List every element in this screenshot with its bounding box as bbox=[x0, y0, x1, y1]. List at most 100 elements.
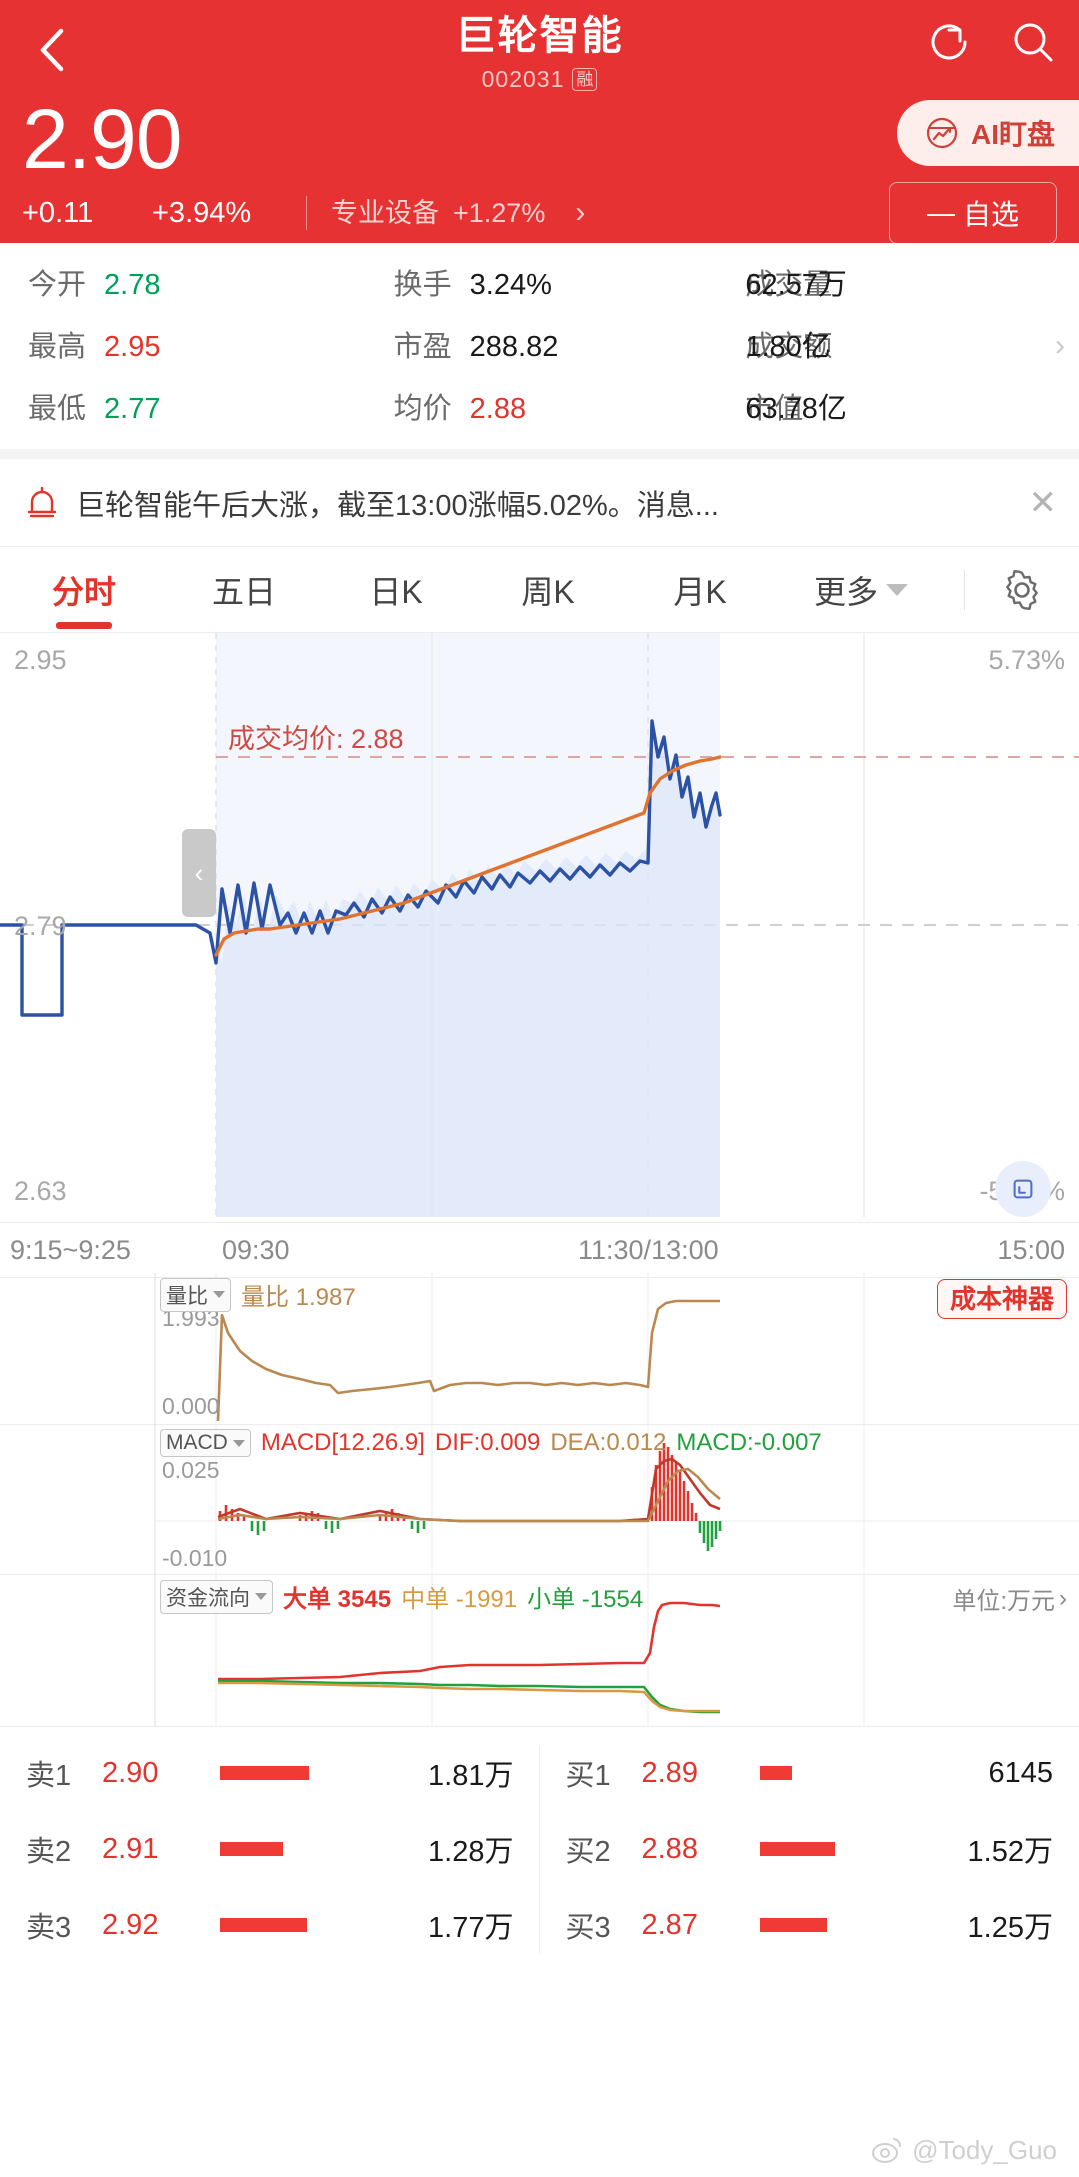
table-row[interactable]: 卖1 2.90 1.81万 bbox=[0, 1735, 540, 1811]
sector-chevron-right-icon[interactable]: › bbox=[575, 196, 586, 229]
chart-drag-handle[interactable]: ‹ bbox=[182, 829, 216, 917]
back-button[interactable] bbox=[22, 20, 82, 80]
volume-ratio-header[interactable]: 量比 量比 1.987 bbox=[160, 1277, 356, 1312]
volume-ratio-value: 量比 1.987 bbox=[241, 1284, 356, 1311]
table-row[interactable]: 卖3 2.92 1.77万 bbox=[0, 1887, 540, 1963]
cost-tool-badge[interactable]: 成本神器 bbox=[936, 1279, 1067, 1319]
news-text: 巨轮智能午后大涨，截至13:00涨幅5.02%。消息... bbox=[76, 489, 719, 522]
change-percent: +3.94% bbox=[152, 197, 252, 229]
gear-icon[interactable] bbox=[999, 567, 1045, 613]
stat-value: 62.57万 bbox=[745, 269, 847, 301]
ask-price: 2.91 bbox=[102, 1832, 159, 1865]
fund-flow-medium: 中单 -1991 bbox=[401, 1586, 518, 1613]
minus-icon: — bbox=[926, 197, 955, 228]
stat-value: 2.77 bbox=[104, 393, 161, 425]
tabs-divider bbox=[964, 569, 965, 610]
order-book: 卖1 2.90 1.81万 卖2 2.91 1.28万 卖3 2.92 1.77… bbox=[0, 1727, 1079, 1963]
macd-dea: DEA:0.012 bbox=[550, 1429, 667, 1456]
indicator-selector[interactable]: MACD bbox=[160, 1429, 251, 1457]
ai-watch-icon bbox=[926, 117, 958, 149]
axis-mid-price: 2.79 bbox=[14, 911, 67, 941]
bid-price: 2.89 bbox=[641, 1756, 698, 1789]
chart-tabs: 分时 五日 日K 周K 月K 更多 bbox=[0, 547, 1079, 633]
table-row[interactable]: 卖2 2.91 1.28万 bbox=[0, 1811, 540, 1887]
stat-value: 288.82 bbox=[469, 331, 559, 363]
macd-header[interactable]: MACD MACD[12.26.9] DIF:0.009 DEA:0.012 M… bbox=[160, 1429, 822, 1457]
tab-fenshi[interactable]: 分时 bbox=[0, 547, 168, 633]
tab-monthly-k[interactable]: 月K bbox=[673, 573, 727, 610]
stat-value: 3.24% bbox=[469, 269, 552, 301]
stat-label: 成交量 bbox=[745, 269, 833, 301]
watermark-text: @Tody_Guo bbox=[912, 2134, 1057, 2165]
news-banner[interactable]: 巨轮智能午后大涨，截至13:00涨幅5.02%。消息... ✕ bbox=[0, 459, 1079, 547]
stat-market-cap: 市值 63.78亿 bbox=[719, 389, 1079, 429]
ask-bar bbox=[220, 1842, 283, 1856]
fund-flow-header[interactable]: 资金流向 大单 3545 中单 -1991 小单 -1554 bbox=[160, 1579, 643, 1614]
intraday-chart[interactable]: 2.95 5.73% 2.79 2.63 -5.73% 成交均价: 2.88 ‹… bbox=[0, 633, 1079, 1278]
chevron-down-icon bbox=[255, 1593, 267, 1600]
table-row[interactable]: 买2 2.88 1.52万 bbox=[540, 1811, 1079, 1887]
macd-axis-top: 0.025 bbox=[162, 1457, 220, 1483]
ask-qty: 1.77万 bbox=[428, 1912, 514, 1944]
indicator-selector[interactable]: 资金流向 bbox=[160, 1579, 273, 1614]
divider bbox=[306, 196, 307, 230]
fullscreen-button[interactable] bbox=[995, 1161, 1051, 1217]
chevron-down-icon bbox=[213, 1291, 225, 1298]
indicator-macd[interactable]: MACD MACD[12.26.9] DIF:0.009 DEA:0.012 M… bbox=[0, 1425, 1079, 1575]
indicator-selector-label: MACD bbox=[166, 1431, 228, 1454]
indicator-selector[interactable]: 量比 bbox=[160, 1277, 231, 1312]
fund-flow-unit[interactable]: 单位:万元 › bbox=[952, 1581, 1067, 1616]
refresh-button[interactable] bbox=[921, 14, 977, 70]
time-axis: 9:15~9:25 09:30 11:30/13:00 15:00 bbox=[0, 1222, 1079, 1278]
bid-qty: 6145 bbox=[988, 1756, 1053, 1789]
ask-label: 卖3 bbox=[26, 1912, 72, 1944]
indicator-selector-label: 量比 bbox=[166, 1284, 208, 1308]
stat-label: 市盈 bbox=[393, 331, 452, 363]
indicator-selector-label: 资金流向 bbox=[166, 1586, 250, 1610]
chevron-down-icon bbox=[886, 583, 908, 596]
tab-more[interactable]: 更多 bbox=[776, 547, 946, 633]
table-row[interactable]: 买3 2.87 1.25万 bbox=[540, 1887, 1079, 1963]
sector-change: +1.27% bbox=[453, 198, 546, 228]
bid-bar-wrap bbox=[750, 1842, 924, 1856]
stat-label: 成交额 bbox=[745, 331, 833, 363]
time-tick-1: 09:30 bbox=[222, 1234, 290, 1265]
fund-flow-large: 大单 3545 bbox=[283, 1586, 392, 1613]
header-actions bbox=[921, 14, 1061, 70]
ask-bar-wrap bbox=[210, 1766, 384, 1780]
tab-daily-k[interactable]: 日K bbox=[369, 573, 423, 610]
ai-watch-button[interactable]: AI盯盘 bbox=[896, 100, 1079, 166]
bid-label: 买1 bbox=[565, 1760, 611, 1792]
code-row: 002031 融 bbox=[0, 66, 1079, 93]
table-row[interactable]: 买1 2.89 6145 bbox=[540, 1735, 1079, 1811]
bid-qty: 1.25万 bbox=[967, 1912, 1053, 1944]
ask-bar-wrap bbox=[210, 1918, 384, 1932]
ask-qty: 1.28万 bbox=[428, 1836, 514, 1868]
news-close-icon[interactable]: ✕ bbox=[1028, 483, 1058, 522]
axis-top-price: 2.95 bbox=[14, 645, 67, 675]
indicator-fund-flow[interactable]: 资金流向 大单 3545 中单 -1991 小单 -1554 单位:万元 › bbox=[0, 1575, 1079, 1727]
chevron-down-icon bbox=[232, 1439, 245, 1447]
ask-price: 2.92 bbox=[102, 1908, 159, 1941]
bid-bar-wrap bbox=[750, 1918, 924, 1932]
search-button[interactable] bbox=[1005, 14, 1061, 70]
macd-axis-bottom: -0.010 bbox=[162, 1545, 228, 1571]
stat-volume: 成交量 62.57万 bbox=[719, 265, 1079, 305]
add-watchlist-button[interactable]: — 自选 bbox=[889, 182, 1057, 244]
volume-ratio-axis-bottom: 0.000 bbox=[162, 1393, 220, 1419]
tab-five-day[interactable]: 五日 bbox=[211, 573, 276, 610]
sector-name: 专业设备 bbox=[331, 198, 439, 228]
stat-label: 市值 bbox=[745, 393, 804, 425]
key-stats-grid[interactable]: 今开 2.78 换手 3.24% 成交量 62.57万 最高 2.95 市盈 2… bbox=[0, 243, 1079, 449]
bid-bar bbox=[759, 1842, 835, 1856]
tab-weekly-k[interactable]: 周K bbox=[521, 573, 575, 610]
change-absolute: +0.11 bbox=[22, 197, 94, 229]
change-row: +0.11 +3.94% 专业设备 +1.27% › bbox=[22, 196, 585, 230]
stock-code: 002031 bbox=[481, 66, 565, 92]
axis-bottom-price: 2.63 bbox=[14, 1176, 67, 1206]
indicator-volume-ratio[interactable]: 量比 量比 1.987 1.993 0.000 成本神器 bbox=[0, 1273, 1079, 1425]
chevron-right-icon: › bbox=[1059, 1584, 1067, 1612]
stats-chevron-right-icon[interactable]: › bbox=[1055, 329, 1065, 362]
ai-watch-label: AI盯盘 bbox=[970, 119, 1055, 150]
intraday-chart-svg bbox=[0, 633, 1079, 1217]
